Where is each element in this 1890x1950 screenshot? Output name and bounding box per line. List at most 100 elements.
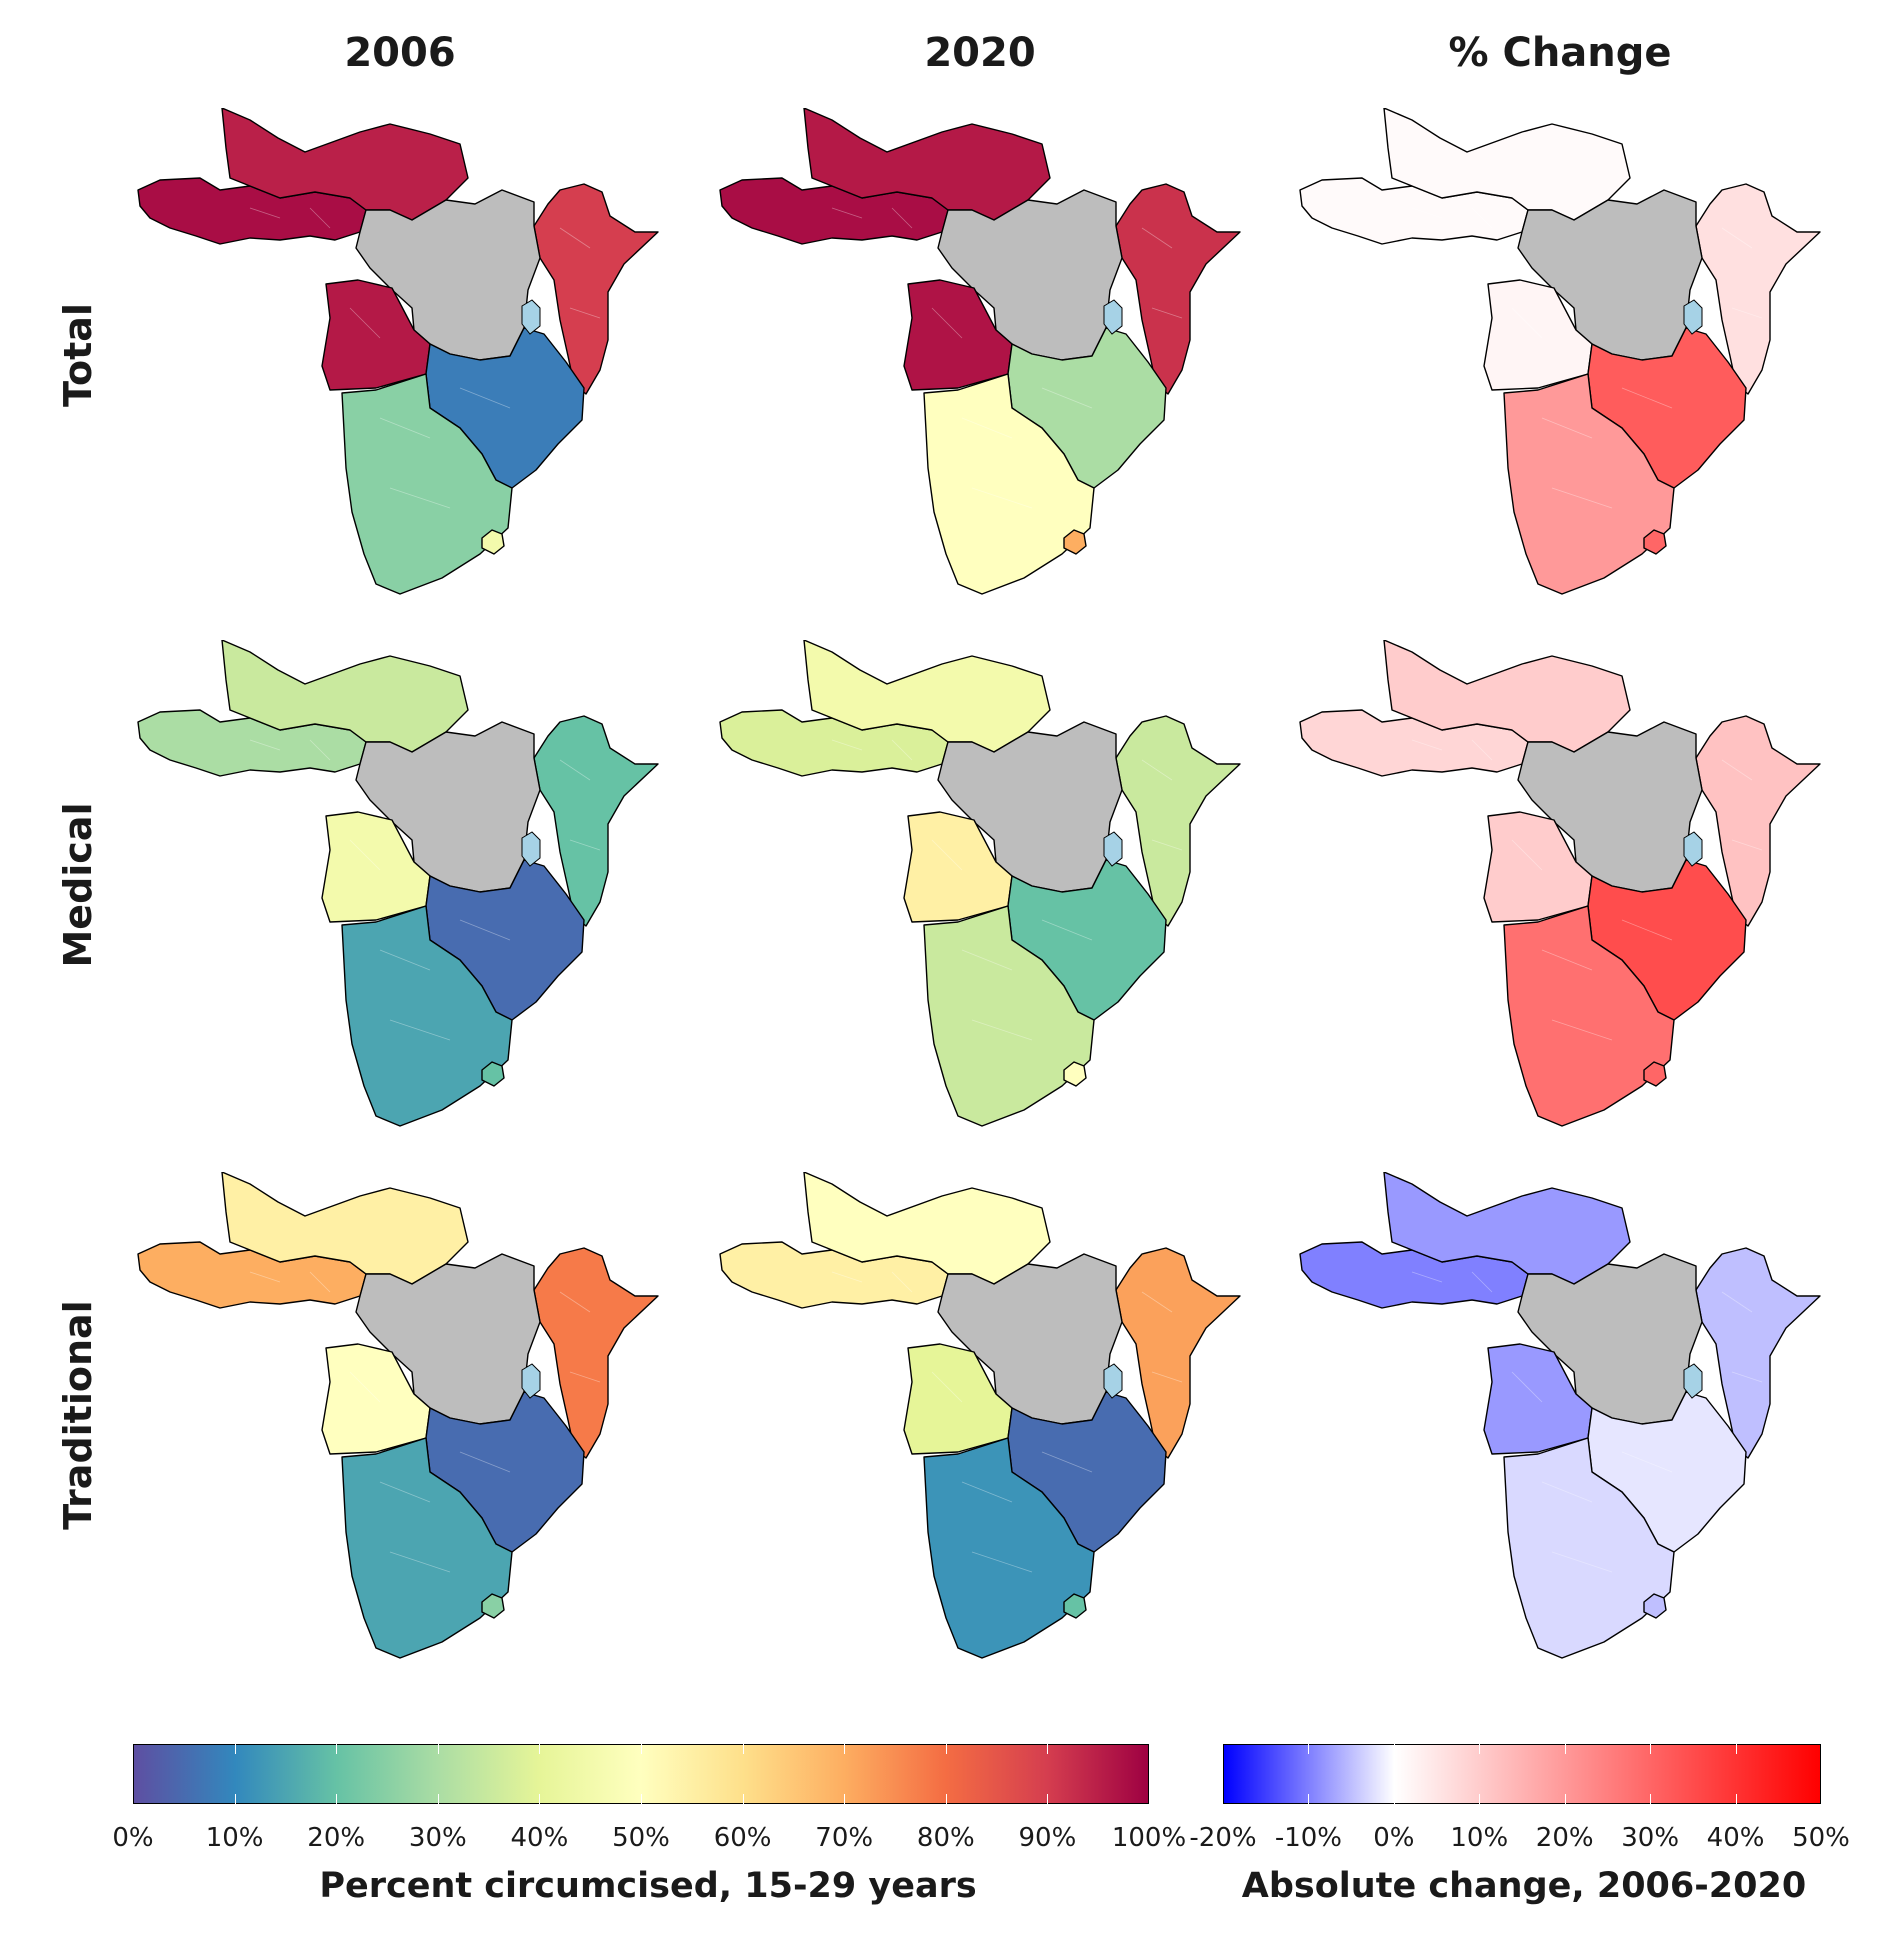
colorbar-percent-tick-label: 30% xyxy=(408,1823,467,1853)
region-lesotho xyxy=(1063,1061,1087,1087)
lake-victoria xyxy=(1683,299,1703,335)
region-west xyxy=(137,177,367,245)
colorbar-change-tick-label: 40% xyxy=(1706,1823,1765,1853)
colorbar-change xyxy=(1223,1744,1821,1804)
colorbar-percent-tick-label: 80% xyxy=(916,1823,975,1853)
column-title-change: % Change xyxy=(1448,30,1672,76)
region-angola xyxy=(1483,811,1593,923)
colorbar-percent-tick-mark xyxy=(336,1744,338,1804)
map-total-2020 xyxy=(719,108,1241,595)
lake-victoria xyxy=(1683,1363,1703,1399)
region-lesotho xyxy=(1643,1593,1667,1619)
region-lesotho xyxy=(481,529,505,555)
district-boundaries xyxy=(249,739,601,1041)
region-southern xyxy=(923,905,1095,1127)
region-lesotho xyxy=(1063,529,1087,555)
colorbar-change-tick-mark xyxy=(1308,1744,1310,1804)
region-southern xyxy=(1503,373,1675,595)
region-west xyxy=(719,177,949,245)
lake-victoria xyxy=(1103,1363,1123,1399)
region-west xyxy=(137,709,367,777)
district-boundaries xyxy=(831,1271,1183,1573)
colorbar-percent-tick-label: 20% xyxy=(307,1823,366,1853)
colorbar-percent-tick-mark xyxy=(641,1744,642,1804)
district-boundaries xyxy=(1411,1271,1763,1573)
column-title-2006: 2006 xyxy=(344,30,456,76)
colorbar-change-tick-label: 0% xyxy=(1373,1823,1415,1853)
region-southern xyxy=(1503,1437,1675,1659)
region-angola xyxy=(903,1343,1013,1455)
colorbar-change-tick-label: 10% xyxy=(1450,1823,1509,1853)
region-west xyxy=(1299,709,1529,777)
region-west xyxy=(719,709,949,777)
region-southern xyxy=(923,1437,1095,1659)
region-angola xyxy=(903,811,1013,923)
district-boundaries xyxy=(831,207,1183,509)
map-medical-2020 xyxy=(719,640,1241,1127)
district-boundaries xyxy=(831,739,1183,1041)
colorbar-percent-tick-mark xyxy=(234,1744,236,1804)
row-title-traditional: Traditional xyxy=(56,1300,100,1530)
colorbar-change-title: Absolute change, 2006-2020 xyxy=(1241,1866,1807,1906)
colorbar-change-tick-mark xyxy=(1564,1744,1566,1804)
region-west xyxy=(137,1241,367,1309)
map-traditional-2006 xyxy=(137,1172,659,1659)
colorbar-percent-title: Percent circumcised, 15-29 years xyxy=(319,1866,977,1906)
colorbar-percent-tick-label: 100% xyxy=(1111,1823,1187,1853)
region-angola xyxy=(321,811,431,923)
colorbar-percent-tick-mark xyxy=(437,1744,439,1804)
colorbar-change-tick-mark xyxy=(1393,1744,1395,1804)
region-lesotho xyxy=(481,1593,505,1619)
lake-victoria xyxy=(521,831,541,867)
colorbar-change-tick-mark xyxy=(1735,1744,1737,1804)
lake-victoria xyxy=(521,299,541,335)
lake-victoria xyxy=(521,1363,541,1399)
map-total-2006 xyxy=(137,108,659,595)
colorbar-change-tick-label: 30% xyxy=(1621,1823,1680,1853)
region-lesotho xyxy=(1643,529,1667,555)
colorbar-percent-tick-mark xyxy=(1047,1744,1049,1804)
region-southern xyxy=(341,373,513,595)
colorbar-percent-tick-label: 50% xyxy=(612,1823,670,1853)
colorbar-percent-tick-mark xyxy=(945,1744,947,1804)
region-west xyxy=(719,1241,949,1309)
map-medical-2006 xyxy=(137,640,659,1127)
region-lesotho xyxy=(1643,1061,1667,1087)
region-southern xyxy=(341,1437,513,1659)
region-angola xyxy=(321,1343,431,1455)
colorbar-percent-tick-label: 0% xyxy=(112,1823,154,1853)
lake-victoria xyxy=(1103,831,1123,867)
region-angola xyxy=(903,279,1013,391)
map-traditional-2020 xyxy=(719,1172,1241,1659)
region-lesotho xyxy=(1063,1593,1087,1619)
row-title-medical: Medical xyxy=(56,802,100,968)
lake-victoria xyxy=(1103,299,1123,335)
district-boundaries xyxy=(1411,739,1763,1041)
colorbar-percent-tick-mark xyxy=(742,1744,744,1804)
colorbar-change-tick-mark xyxy=(1479,1744,1481,1804)
region-west xyxy=(1299,177,1529,245)
lake-victoria xyxy=(1683,831,1703,867)
colorbar-change-tick-label: -10% xyxy=(1274,1823,1343,1853)
region-west xyxy=(1299,1241,1529,1309)
region-angola xyxy=(1483,279,1593,391)
colorbar-percent-tick-label: 40% xyxy=(510,1823,569,1853)
colorbar-percent-tick-mark xyxy=(539,1744,541,1804)
map-total-pct-change xyxy=(1299,108,1821,595)
colorbar-percent-tick-label: 70% xyxy=(815,1823,874,1853)
colorbar-change-tick-label: -20% xyxy=(1189,1823,1257,1853)
colorbar-percent-tick-label: 90% xyxy=(1018,1823,1077,1853)
district-boundaries xyxy=(249,1271,601,1573)
region-angola xyxy=(321,279,431,391)
column-title-2020: 2020 xyxy=(924,30,1036,76)
colorbar-percent-tick-mark xyxy=(844,1744,846,1804)
colorbar-percent-tick-label: 60% xyxy=(713,1823,772,1853)
map-traditional-pct-change xyxy=(1299,1172,1821,1659)
region-southern xyxy=(341,905,513,1127)
region-angola xyxy=(1483,1343,1593,1455)
colorbar-change-tick-mark xyxy=(1650,1744,1652,1804)
region-southern xyxy=(923,373,1095,595)
colorbar-change-tick-label: 50% xyxy=(1792,1823,1850,1853)
map-medical-pct-change xyxy=(1299,640,1821,1127)
colorbar-change-tick-label: 20% xyxy=(1535,1823,1594,1853)
